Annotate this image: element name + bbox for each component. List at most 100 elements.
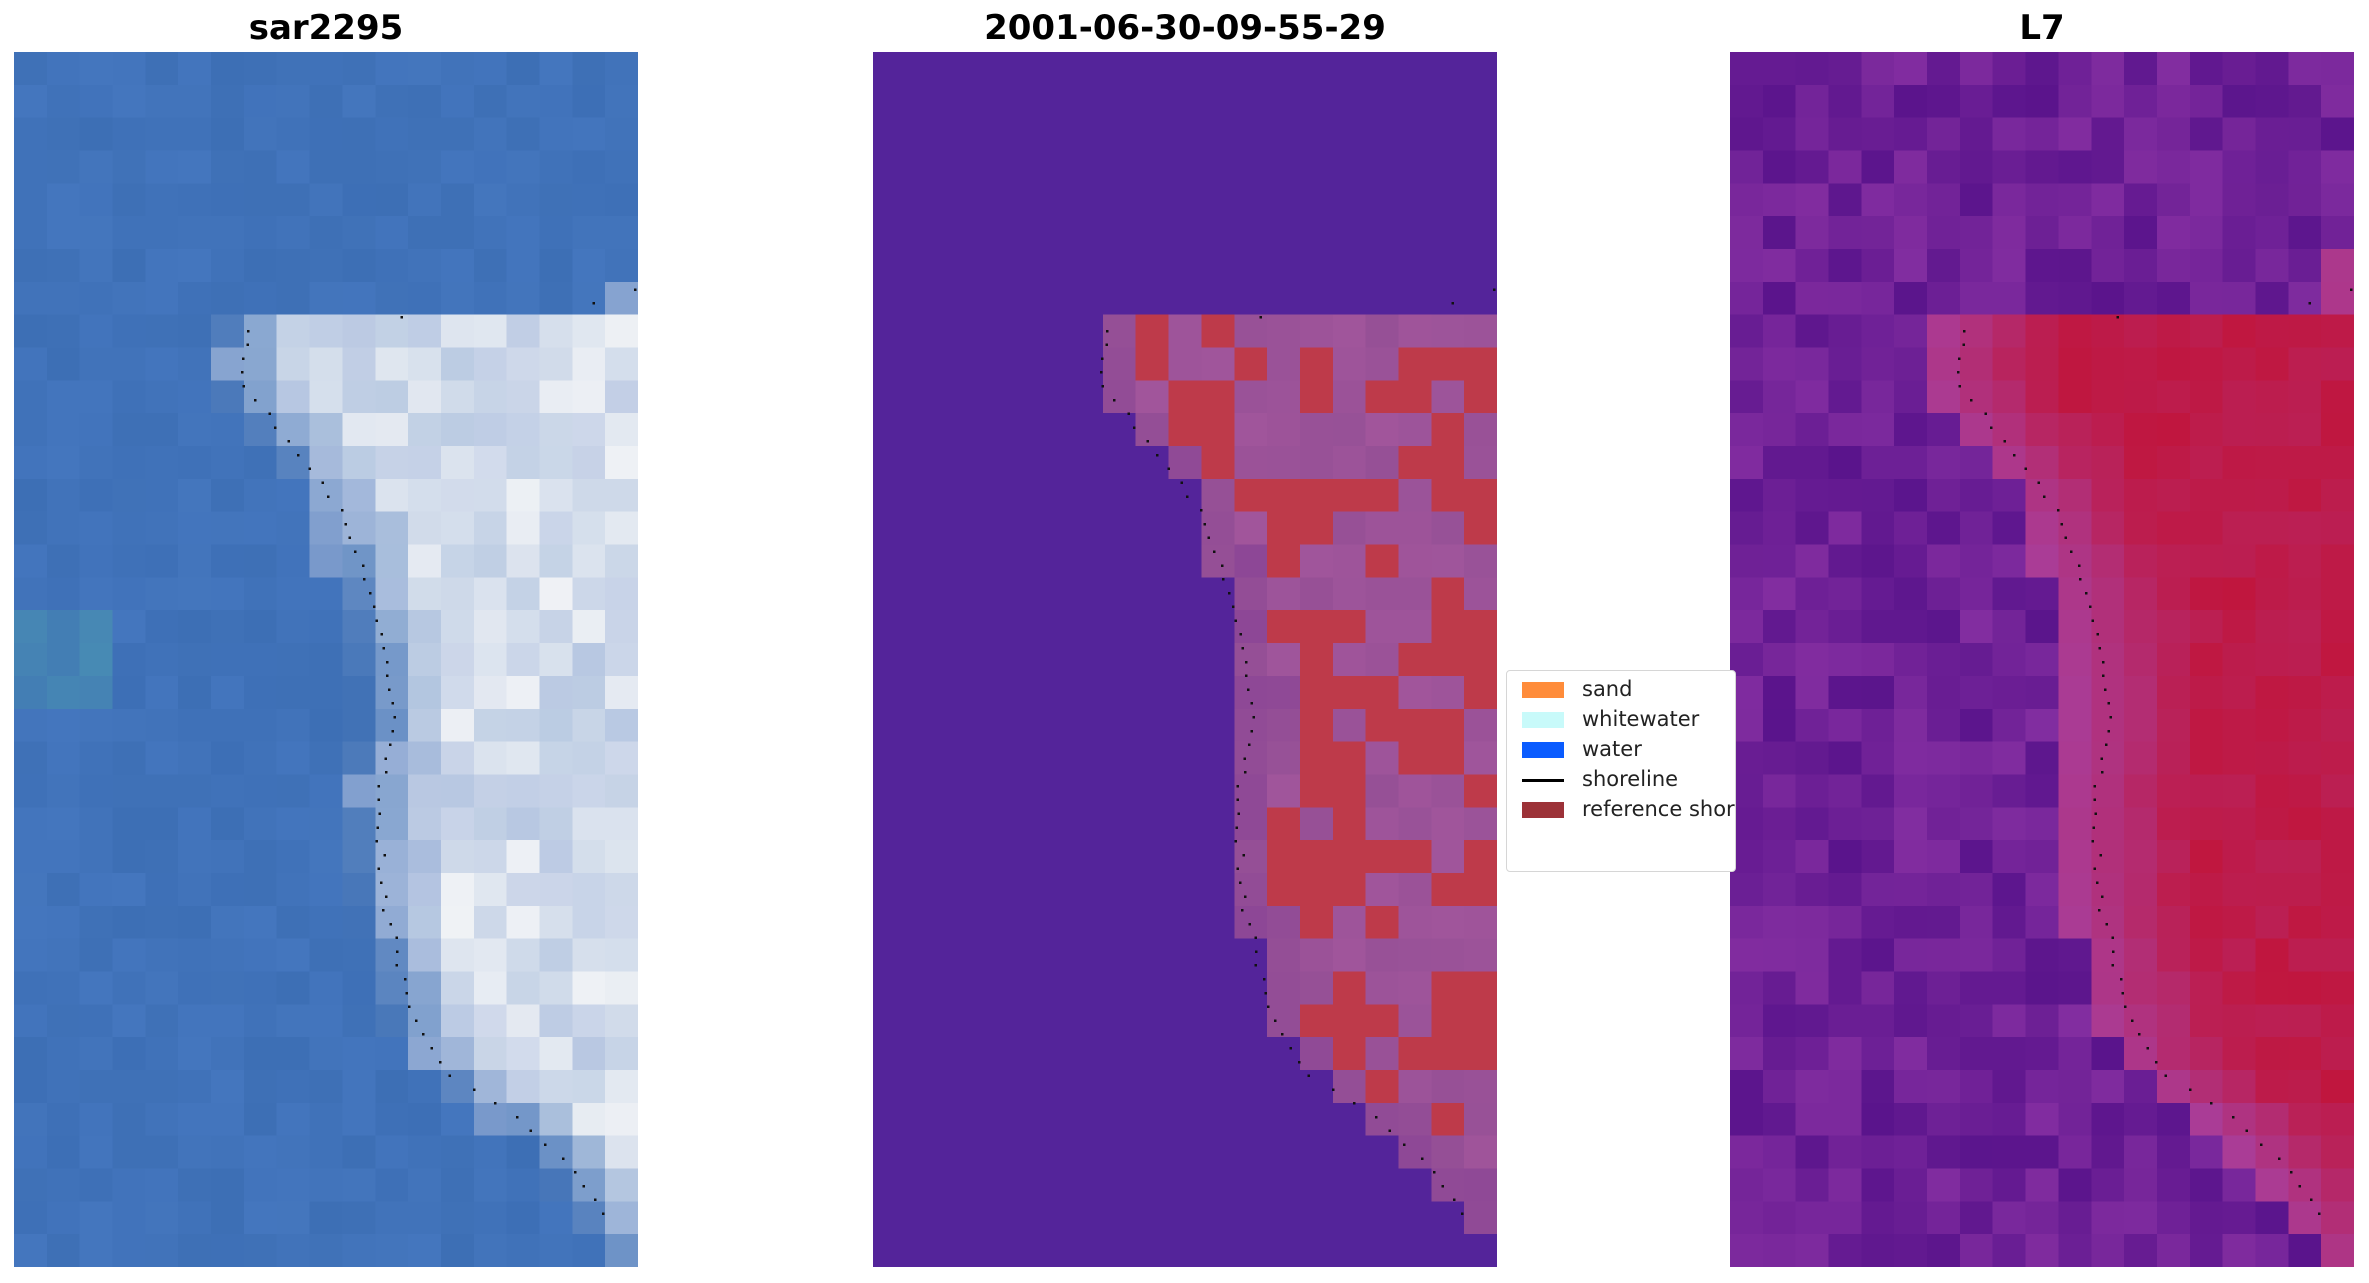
rgb-pixel	[539, 971, 573, 1005]
index-pixel	[1927, 1069, 1961, 1104]
class-pixel	[1464, 938, 1497, 973]
index-pixel	[2156, 183, 2191, 217]
index-pixel	[2156, 643, 2191, 677]
shoreline-point	[254, 398, 257, 402]
index-pixel	[2156, 1135, 2191, 1170]
class-pixel	[938, 675, 973, 710]
shoreline-point	[2070, 550, 2073, 553]
index-pixel	[1927, 413, 1961, 447]
index-pixel	[2058, 708, 2092, 743]
index-pixel	[1730, 249, 1764, 283]
rgb-pixel	[145, 446, 179, 480]
shoreline-point	[368, 591, 372, 595]
index-pixel	[2255, 281, 2289, 316]
class-pixel	[1234, 840, 1268, 874]
rgb-pixel	[276, 1037, 311, 1071]
rgb-pixel	[276, 216, 311, 250]
index-pixel	[2025, 905, 2060, 940]
class-pixel	[1299, 249, 1334, 283]
rgb-pixel	[572, 643, 606, 677]
class-pixel	[1431, 938, 1465, 973]
rgb-pixel	[178, 511, 212, 546]
index-pixel	[2091, 807, 2125, 841]
rgb-pixel	[46, 774, 81, 808]
class-pixel	[873, 971, 907, 1005]
index-pixel	[1861, 807, 1895, 841]
shoreline-point	[1460, 1212, 1464, 1215]
index-pixel	[2189, 183, 2224, 217]
class-pixel	[1201, 314, 1235, 349]
class-pixel	[1332, 150, 1367, 184]
shoreline-point	[2137, 1033, 2141, 1036]
rgb-pixel	[342, 872, 376, 907]
index-pixel	[2025, 1004, 2060, 1038]
class-pixel	[971, 1102, 1005, 1137]
shoreline-point	[2100, 757, 2103, 760]
rgb-pixel	[79, 840, 114, 874]
shoreline-point	[1236, 798, 1239, 802]
class-pixel	[1234, 1135, 1268, 1170]
rgb-pixel	[276, 183, 311, 217]
rgb-pixel	[440, 1069, 475, 1104]
rgb-pixel	[539, 708, 573, 743]
class-pixel	[1037, 675, 1071, 710]
shoreline-point	[400, 316, 403, 319]
rgb-pixel	[440, 643, 475, 677]
class-pixel	[873, 1168, 907, 1202]
rgb-pixel	[408, 610, 442, 644]
rgb-pixel	[211, 281, 245, 316]
rgb-pixel	[440, 675, 475, 710]
class-pixel	[1398, 314, 1432, 349]
rgb-pixel	[112, 938, 146, 973]
shoreline-point	[389, 743, 392, 747]
rgb-pixel	[145, 380, 179, 414]
class-pixel	[905, 1234, 940, 1267]
index-pixel	[1861, 938, 1895, 973]
index-pixel	[1927, 1102, 1961, 1137]
index-pixel	[2288, 314, 2322, 349]
class-pixel	[873, 1004, 907, 1038]
rgb-pixel	[145, 216, 179, 250]
class-pixel	[1267, 1102, 1301, 1137]
rgb-pixel	[342, 905, 376, 940]
rgb-pixel	[14, 1069, 48, 1104]
class-pixel	[1102, 938, 1137, 973]
class-pixel	[1135, 150, 1170, 184]
rgb-pixel	[145, 511, 179, 546]
index-pixel	[2058, 840, 2092, 874]
index-pixel	[2025, 117, 2060, 152]
shoreline-point	[1167, 467, 1170, 471]
rgb-pixel	[14, 183, 48, 217]
rgb-pixel	[506, 1037, 541, 1071]
index-pixel	[1894, 872, 1928, 907]
rgb-pixel	[342, 610, 376, 644]
rgb-pixel	[145, 150, 179, 184]
rgb-pixel	[605, 314, 638, 349]
rgb-pixel	[309, 971, 344, 1005]
shoreline-point	[2350, 288, 2353, 291]
index-pixel	[1894, 1201, 1928, 1235]
class-pixel	[1234, 938, 1268, 973]
class-pixel	[1201, 643, 1235, 677]
class-pixel	[1004, 741, 1038, 776]
rgb-pixel	[309, 1135, 344, 1170]
index-pixel	[1992, 1168, 2027, 1202]
index-pixel	[1861, 1069, 1895, 1104]
index-pixel	[2189, 446, 2224, 480]
class-pixel	[1102, 413, 1137, 447]
class-pixel	[1332, 249, 1367, 283]
index-pixel	[2091, 84, 2125, 119]
rgb-pixel	[46, 446, 81, 480]
rgb-pixel	[211, 413, 245, 447]
index-pixel	[1927, 150, 1961, 184]
index-pixel	[1795, 52, 1830, 86]
rgb-pixel	[375, 347, 409, 381]
rgb-pixel	[572, 840, 606, 874]
class-pixel	[1102, 807, 1137, 841]
index-pixel	[1828, 1037, 1862, 1071]
class-pixel	[1332, 52, 1367, 86]
index-pixel	[2058, 413, 2092, 447]
index-pixel	[1828, 577, 1862, 611]
rgb-pixel	[112, 544, 146, 579]
index-pixel	[1959, 478, 1994, 513]
